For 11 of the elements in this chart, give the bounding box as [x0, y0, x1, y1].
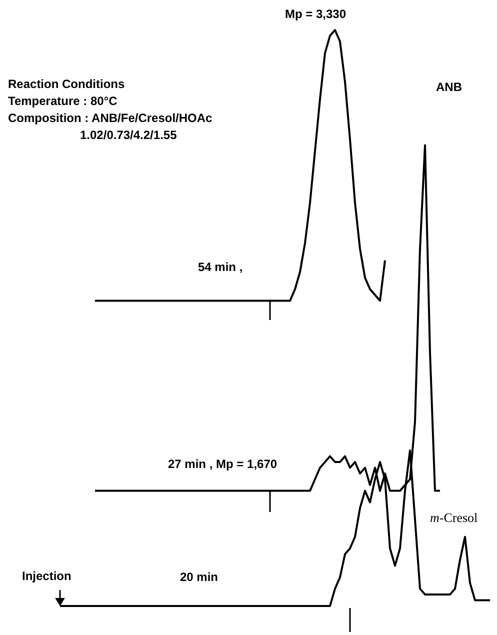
- annotation: 27 min , Mp = 1,670: [168, 457, 278, 471]
- annotation: 20 min: [180, 570, 218, 584]
- annotation: m-Cresol: [430, 510, 478, 525]
- annotation: 1.02/0.73/4.2/1.55: [80, 128, 178, 142]
- text: Mp = 3,330: [285, 7, 346, 21]
- annotation: Temperature : 80°C: [8, 94, 118, 108]
- annotation: ANB: [436, 80, 462, 94]
- annotation: Composition : ANB/Fe/Cresol/HOAc: [8, 111, 213, 125]
- annotation: Reaction Conditions: [8, 77, 125, 91]
- annotation: Injection: [22, 569, 72, 583]
- annotation: 54 min ,: [198, 260, 243, 274]
